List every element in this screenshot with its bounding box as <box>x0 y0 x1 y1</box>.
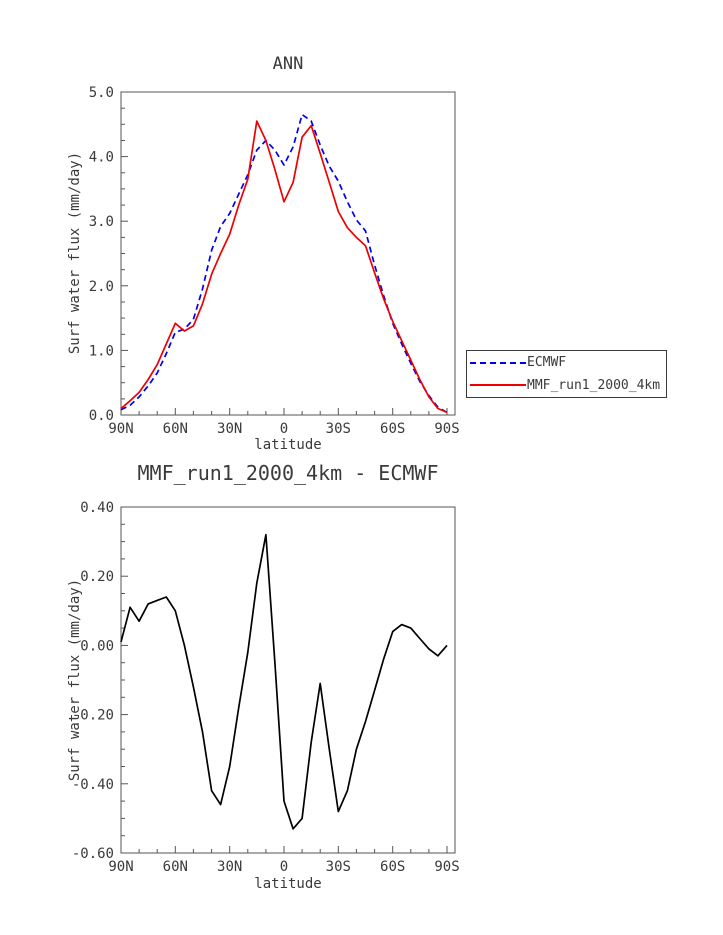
svg-text:0: 0 <box>280 421 288 437</box>
legend-row-mmf: MMF_run1_2000_4km <box>470 374 666 396</box>
svg-text:1.0: 1.0 <box>89 343 114 359</box>
mmf-solid-line-sample <box>470 384 526 387</box>
svg-text:-0.60: -0.60 <box>72 846 114 862</box>
difference-chart: 90N 60N 30N 0 30S 60S 90S -0.60 -0.40 -0.20 0.00 0.… <box>72 500 460 875</box>
top-chart-title: ANN <box>272 54 304 74</box>
top-chart-y-axis-label: Surf water flux (mm/day) <box>67 151 83 355</box>
svg-text:5.0: 5.0 <box>89 85 114 101</box>
ecmwf-dashed-line-sample <box>470 361 526 364</box>
svg-text:0.20: 0.20 <box>80 569 114 585</box>
svg-text:30S: 30S <box>326 421 351 437</box>
difference-chart-x-axis-label: latitude <box>254 876 322 892</box>
svg-text:30S: 30S <box>326 859 351 875</box>
legend-label-ecmwf: ECMWF <box>527 355 567 371</box>
svg-text:90S: 90S <box>434 421 459 437</box>
svg-text:4.0: 4.0 <box>89 150 114 166</box>
svg-text:60S: 60S <box>380 421 405 437</box>
svg-text:3.0: 3.0 <box>89 214 114 230</box>
legend: ECMWF MMF_run1_2000_4km <box>466 350 667 398</box>
svg-text:60N: 60N <box>163 421 188 437</box>
svg-text:90N: 90N <box>108 421 133 437</box>
svg-text:60N: 60N <box>163 859 188 875</box>
svg-text:90N: 90N <box>108 859 133 875</box>
difference-chart-title: MMF_run1_2000_4km - ECMWF <box>137 461 439 485</box>
top-chart-x-axis-label: latitude <box>254 437 322 453</box>
legend-label-mmf: MMF_run1_2000_4km <box>527 377 661 393</box>
svg-text:2.0: 2.0 <box>89 279 114 295</box>
svg-text:30N: 30N <box>217 859 242 875</box>
legend-row-ecmwf: ECMWF <box>470 352 666 374</box>
svg-text:90S: 90S <box>434 859 459 875</box>
svg-text:-0.20: -0.20 <box>72 708 114 724</box>
svg-text:0.40: 0.40 <box>80 500 114 516</box>
svg-text:0: 0 <box>280 859 288 875</box>
difference-chart-y-axis-label: Surf water flux (mm/day) <box>67 578 83 782</box>
top-chart: 90N 60N 30N 0 30S 60S 90S 0.0 1.0 2.0 3.0 4.0 5.0 <box>89 85 460 437</box>
svg-text:0.0: 0.0 <box>89 408 114 424</box>
svg-text:60S: 60S <box>380 859 405 875</box>
svg-text:30N: 30N <box>217 421 242 437</box>
svg-text:-0.40: -0.40 <box>72 777 114 793</box>
svg-text:0.00: 0.00 <box>80 638 114 654</box>
